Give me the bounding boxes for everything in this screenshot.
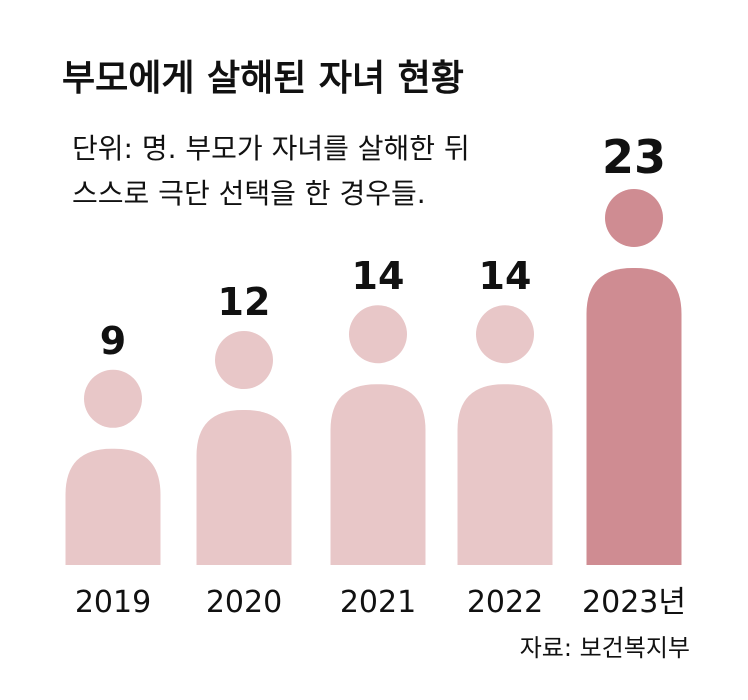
value-label: 9 [100,319,126,363]
source: 자료: 보건복지부 [520,634,690,662]
bar-head [84,369,142,428]
bar-body [586,268,682,565]
x-tick-label: 2022 [467,585,543,620]
value-label: 14 [352,254,405,298]
value-label: 14 [479,254,532,298]
bar-body [196,410,292,565]
subtitle: 스스로 극단 선택을 한 경우들. [72,177,426,210]
x-tick-label: 2020 [206,585,282,620]
bar-head [349,305,407,364]
bar-head [476,305,534,364]
value-label: 12 [218,280,271,324]
x-tick-label: 2023년 [582,585,686,620]
bar-head [605,189,663,247]
value-label: 23 [602,130,666,184]
bar-body [330,384,426,565]
x-tick-label: 2019 [75,585,151,620]
bar-body [457,384,553,565]
subtitle: 단위: 명. 부모가 자녀를 살해한 뒤 [72,132,470,165]
bar-head [215,331,273,390]
x-tick-label: 2021 [340,585,416,620]
chart-title: 부모에게 살해된 자녀 현황 [62,58,464,99]
bar-body [65,448,161,565]
